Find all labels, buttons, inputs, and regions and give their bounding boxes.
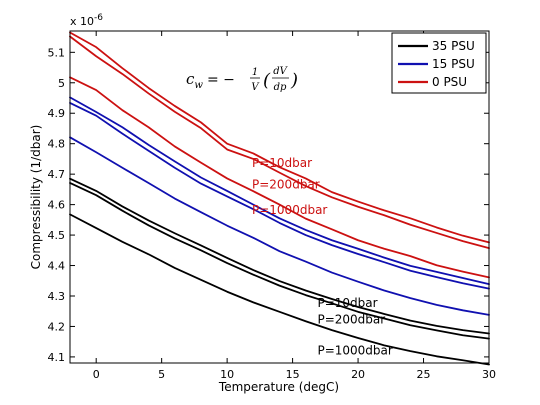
equation-frac-num: 1 — [252, 67, 258, 78]
x-axis-label: Temperature (degC) — [218, 380, 339, 394]
y-tick-label: 5 — [58, 77, 65, 90]
y-tick-label: 5.1 — [48, 46, 66, 59]
y-tick-label: 4.3 — [48, 290, 66, 303]
equation-rparen: ) — [290, 70, 298, 91]
pressure-annotation: P=200dbar — [317, 312, 385, 326]
y-tick-label: 4.5 — [48, 229, 66, 242]
pressure-annotation: P=10dbar — [252, 156, 312, 170]
legend-label-35-psu: 35 PSU — [432, 39, 475, 53]
plot-frame — [69, 30, 490, 364]
series-line-35-psu-0 — [69, 177, 490, 335]
x-tick-label: 15 — [286, 368, 300, 381]
equation-deriv-num: dV — [273, 66, 288, 77]
series-line-15-psu-1 — [69, 101, 490, 290]
series-line-15-psu-0 — [69, 96, 490, 286]
series-lines — [69, 31, 490, 366]
y-axis-label: Compressibility (1/dbar) — [29, 125, 43, 270]
series-line-0-psu-1 — [69, 35, 490, 250]
pressure-annotation: P=1000dbar — [252, 203, 327, 217]
equation-equals: = − — [207, 72, 235, 88]
y-exponent-label: x 10-6 — [70, 13, 103, 28]
pressure-annotation: P=10dbar — [317, 296, 377, 310]
y-tick-label: 4.9 — [48, 107, 66, 120]
x-tick-label: 0 — [93, 368, 100, 381]
series-line-35-psu-1 — [69, 182, 490, 340]
equation-frac-den: V — [251, 82, 260, 93]
equation-deriv-den: dp — [274, 82, 287, 93]
pressure-annotation: P=1000dbar — [317, 343, 392, 357]
series-line-15-psu-2 — [69, 136, 490, 316]
compressibility-equation: cw = − 1 V ( dV dp ) — [186, 66, 298, 93]
legend-label-15-psu: 15 PSU — [432, 57, 475, 71]
series-line-35-psu-2 — [69, 213, 490, 366]
pressure-annotation: P=200dbar — [252, 177, 320, 191]
y-tick-label: 4.1 — [48, 351, 66, 364]
legend: 35 PSU 15 PSU 0 PSU — [391, 32, 487, 94]
x-tick-label: 20 — [351, 368, 365, 381]
equation-lhs: cw — [186, 70, 203, 91]
legend-label-0-psu: 0 PSU — [432, 75, 467, 89]
equation-lparen: ( — [263, 70, 271, 91]
x-tick-label: 25 — [417, 368, 431, 381]
y-tick-label: 4.7 — [48, 168, 66, 181]
y-tick-label: 4.8 — [48, 138, 66, 151]
y-tick-label: 4.6 — [48, 199, 66, 212]
pressure-annotations: P=10dbar P=200dbar P=1000dbar P=10dbar P=200… — [252, 156, 393, 358]
y-tick-label: 4.2 — [48, 320, 66, 333]
y-tick-label: 4.4 — [48, 260, 66, 273]
x-tick-label: 30 — [482, 368, 496, 381]
x-tick-label: 5 — [158, 368, 165, 381]
series-line-0-psu-0 — [69, 31, 490, 244]
x-tick-label: 10 — [220, 368, 234, 381]
series-line-0-psu-2 — [69, 76, 490, 279]
